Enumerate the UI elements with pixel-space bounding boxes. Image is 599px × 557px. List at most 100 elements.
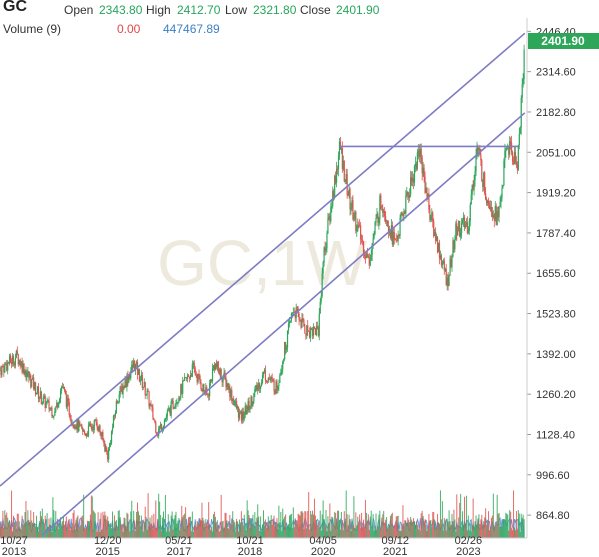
candle-body xyxy=(134,361,136,371)
volume-bar xyxy=(384,522,386,538)
y-tick-label: 2182.80 xyxy=(536,107,576,119)
volume-bar xyxy=(333,525,335,538)
volume-bar xyxy=(508,530,510,538)
volume-bar xyxy=(340,511,342,538)
volume-bar xyxy=(499,527,501,538)
candle-body xyxy=(417,150,419,153)
candle-body xyxy=(126,375,128,388)
volume-bar xyxy=(64,521,66,538)
volume-bar xyxy=(134,520,136,538)
candle-body xyxy=(233,398,235,406)
volume-bar xyxy=(343,511,345,538)
volume-bar xyxy=(378,514,380,538)
candle-body xyxy=(242,411,244,420)
candle-body xyxy=(118,394,120,403)
candle-body xyxy=(318,313,320,336)
candle-body xyxy=(173,407,175,409)
candle-body xyxy=(82,427,84,432)
volume-bar xyxy=(498,512,500,538)
volume-bar xyxy=(449,521,451,538)
volume-bar xyxy=(221,521,223,538)
volume-ma-value: 447467.89 xyxy=(163,22,220,36)
volume-bar xyxy=(477,519,479,538)
candle-body xyxy=(402,214,404,216)
volume-bar xyxy=(29,522,31,538)
volume-bar xyxy=(5,514,7,538)
candle-body xyxy=(374,222,376,234)
candle-body xyxy=(310,328,312,338)
candle-body xyxy=(512,161,515,165)
volume-bar xyxy=(439,490,441,538)
volume-bar xyxy=(327,516,329,538)
y-tick-label: 2314.60 xyxy=(536,67,576,79)
volume-bar xyxy=(71,523,73,538)
volume-bar xyxy=(362,527,364,538)
candle-body xyxy=(145,395,147,396)
volume-bar xyxy=(70,526,72,538)
candle-body xyxy=(117,402,119,404)
volume-bar xyxy=(138,515,140,538)
candle-body xyxy=(382,207,384,213)
candle-body xyxy=(498,206,500,218)
candle-body xyxy=(28,371,30,379)
volume-bar xyxy=(230,523,232,538)
candle-body xyxy=(515,162,518,166)
candle-body xyxy=(425,188,427,193)
candle-body xyxy=(280,372,282,376)
volume-bar xyxy=(446,518,448,538)
volume-bar xyxy=(275,522,277,538)
candle-body xyxy=(449,259,451,276)
volume-bar xyxy=(348,514,350,538)
volume-bar xyxy=(483,521,485,538)
candle-body xyxy=(443,260,445,271)
candle-body xyxy=(110,431,113,444)
volume-bar xyxy=(106,519,108,538)
low-value: 2321.80 xyxy=(253,3,297,17)
trendlines[interactable] xyxy=(0,32,526,536)
candle-body xyxy=(476,146,478,156)
volume-bar xyxy=(388,527,390,538)
volume-bar xyxy=(61,526,63,538)
volume-bar xyxy=(142,531,144,538)
candle-body xyxy=(209,383,211,397)
candle-body xyxy=(147,390,149,392)
candle-body xyxy=(171,400,173,402)
candle-body xyxy=(154,419,156,423)
volume-bar xyxy=(335,513,337,538)
candle-body xyxy=(497,211,499,218)
volume-bar xyxy=(236,518,238,538)
volume-bar xyxy=(438,523,440,538)
candle-body xyxy=(421,157,423,174)
candle-body xyxy=(230,389,232,398)
volume-bar xyxy=(130,511,132,538)
candle-body xyxy=(111,427,114,432)
volume-bar xyxy=(352,525,354,538)
candle-body xyxy=(199,375,201,383)
volume-bar xyxy=(426,530,428,538)
volume-bar xyxy=(91,496,93,538)
candle-body xyxy=(106,447,108,452)
volume-bar xyxy=(419,530,421,538)
volume-bar xyxy=(315,520,317,538)
volume-bar xyxy=(317,522,319,538)
volume-bar xyxy=(117,510,119,538)
candle-body xyxy=(172,400,174,409)
volume-bar xyxy=(191,511,193,538)
candle-body xyxy=(61,386,64,388)
volume-bar xyxy=(63,525,65,538)
volume-bar xyxy=(451,513,453,538)
candle-body xyxy=(258,383,260,387)
candle-body xyxy=(416,152,418,169)
candle-body xyxy=(338,141,341,156)
candle-body xyxy=(345,174,347,182)
volume-bar xyxy=(225,512,227,538)
candle-body xyxy=(298,313,300,321)
candle-body xyxy=(406,191,408,196)
volume-bar xyxy=(418,526,420,538)
candle-body xyxy=(227,383,229,390)
candle-body xyxy=(398,234,400,236)
candle-body xyxy=(86,433,89,436)
candle-body xyxy=(7,362,9,371)
volume-bar xyxy=(199,518,201,538)
